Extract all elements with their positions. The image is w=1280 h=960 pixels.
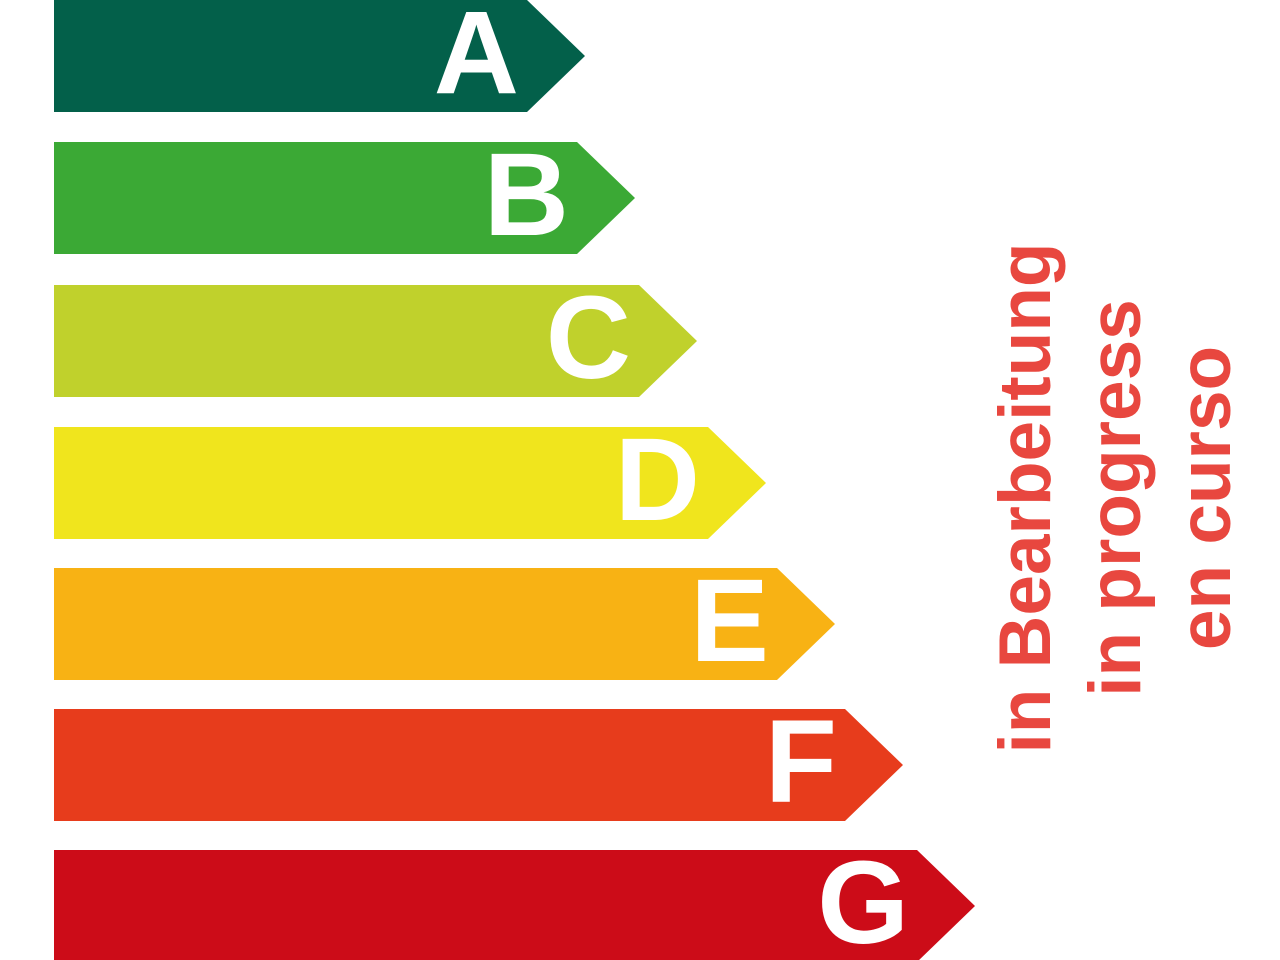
rating-arrow-f: F — [54, 709, 903, 821]
grade-letter: A — [433, 0, 519, 119]
rating-arrow-a: A — [54, 0, 585, 112]
grade-letter: B — [483, 129, 569, 261]
rating-arrow-g: G — [54, 850, 975, 960]
status-line-german: in Bearbeitung — [985, 242, 1066, 754]
grade-letter: G — [817, 837, 909, 960]
rating-arrow-e: E — [54, 568, 835, 680]
grade-letter: C — [545, 272, 631, 404]
grade-letter: E — [690, 555, 769, 687]
status-note: in Bearbeitung in progress en curso — [981, 242, 1251, 753]
rating-arrow-c: C — [54, 285, 697, 397]
rating-arrow-b: B — [54, 142, 635, 254]
rating-arrow-d: D — [54, 427, 766, 539]
grade-letter: F — [764, 696, 837, 828]
status-line-spanish: en curso — [1165, 345, 1246, 651]
grade-letter: D — [614, 414, 700, 546]
status-line-english: in progress — [1075, 299, 1156, 697]
